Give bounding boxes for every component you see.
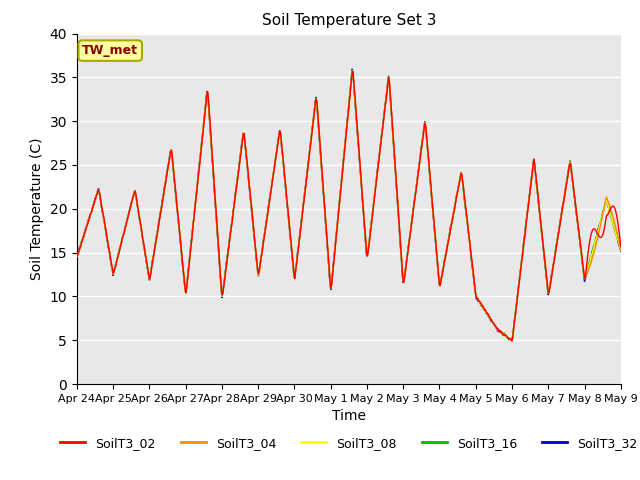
Text: TW_met: TW_met [82,44,138,57]
X-axis label: Time: Time [332,409,366,423]
Title: Soil Temperature Set 3: Soil Temperature Set 3 [262,13,436,28]
Y-axis label: Soil Temperature (C): Soil Temperature (C) [30,138,44,280]
Legend: SoilT3_02, SoilT3_04, SoilT3_08, SoilT3_16, SoilT3_32: SoilT3_02, SoilT3_04, SoilT3_08, SoilT3_… [56,432,640,455]
